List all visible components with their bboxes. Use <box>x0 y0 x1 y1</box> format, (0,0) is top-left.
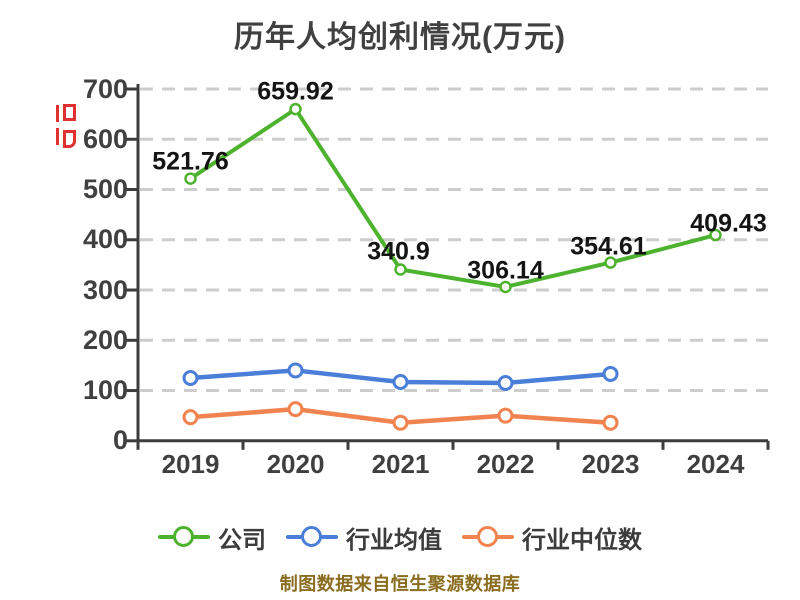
series-point-1 <box>392 373 409 390</box>
y-tick-label: 600 <box>82 123 128 154</box>
series-point-1 <box>497 375 514 392</box>
y-tick-label: 0 <box>112 425 128 456</box>
red-watermark-glyph-fragment <box>56 127 76 148</box>
x-tick-label: 2019 <box>161 449 220 479</box>
series-point-1 <box>287 362 304 379</box>
legend-label-industry-mean: 行业均值 <box>346 526 442 554</box>
series-point-1 <box>602 365 619 382</box>
x-tick-label: 2023 <box>581 449 640 479</box>
x-tick-label: 2022 <box>476 449 535 479</box>
legend: 公司 行业均值 行业中位数 <box>0 515 800 559</box>
series-point-0 <box>184 172 197 185</box>
data-point-label: 409.43 <box>690 209 767 238</box>
red-watermark <box>56 104 76 150</box>
x-tick-label: 2021 <box>371 449 430 479</box>
series-point-2 <box>392 414 409 431</box>
company-series-marker-icon <box>158 525 210 549</box>
series-point-2 <box>182 409 199 426</box>
data-point-label: 521.76 <box>152 147 229 176</box>
legend-label-company: 公司 <box>218 526 266 554</box>
series-point-0 <box>394 263 407 276</box>
chart-title: 历年人均创利情况(万元) <box>234 21 566 54</box>
data-point-label: 354.61 <box>570 232 647 261</box>
series-point-2 <box>602 414 619 431</box>
industry-median-series-marker-icon <box>462 525 514 549</box>
x-tick-label: 2024 <box>686 449 745 479</box>
industry-mean-series-marker-icon <box>286 525 338 549</box>
data-source-note: 制图数据来自恒生聚源数据库 <box>279 574 521 594</box>
series-point-1 <box>182 369 199 386</box>
y-tick-label: 500 <box>82 174 128 204</box>
red-watermark-glyph-fragment <box>56 104 76 123</box>
y-tick-label: 100 <box>82 375 128 406</box>
series-point-0 <box>604 256 617 269</box>
legend-item-industry-median[interactable]: 行业中位数 <box>462 520 642 555</box>
series-point-2 <box>497 407 514 424</box>
series-point-0 <box>499 280 512 294</box>
data-point-label: 659.92 <box>257 77 334 106</box>
series-line-0 <box>188 107 718 289</box>
series-point-0 <box>709 228 722 242</box>
series-point-0 <box>289 102 302 116</box>
series-point-2 <box>287 401 304 418</box>
data-point-label: 340.9 <box>367 237 430 266</box>
legend-label-industry-median: 行业中位数 <box>522 526 642 554</box>
legend-item-company[interactable]: 公司 <box>158 520 266 555</box>
x-tick-label: 2020 <box>266 449 325 479</box>
legend-item-industry-mean[interactable]: 行业均值 <box>286 520 442 555</box>
data-point-label: 306.14 <box>467 256 544 285</box>
y-tick-label: 200 <box>82 324 128 355</box>
y-tick-label: 400 <box>82 224 128 255</box>
y-tick-label: 300 <box>82 274 128 305</box>
y-tick-label: 700 <box>82 73 128 104</box>
